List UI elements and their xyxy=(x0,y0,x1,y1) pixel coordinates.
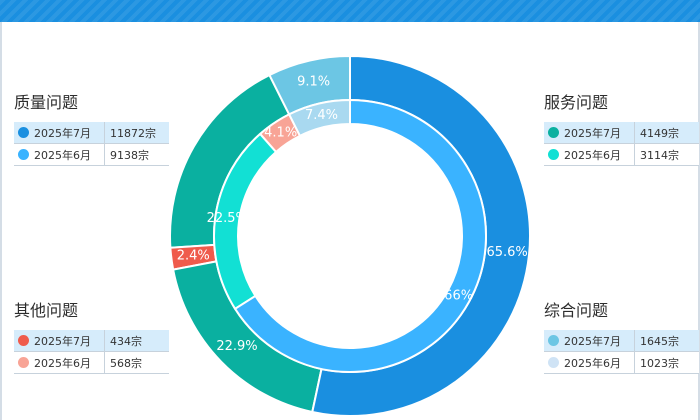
slice-label-outer-3: 22.9% xyxy=(216,339,257,354)
slice-label-outer-0: 9.1% xyxy=(297,75,330,90)
legend-quality: 质量问题 2025年7月 11872宗 2025年6月 9138宗 xyxy=(14,92,169,166)
slice-inner-1 xyxy=(258,113,302,154)
slice-label-inner-3: 66% xyxy=(444,288,473,303)
legend-row: 2025年7月 434宗 xyxy=(14,330,169,352)
header-bar xyxy=(0,0,700,22)
legend-row: 2025年6月 3114宗 xyxy=(544,143,699,166)
slice-label-inner-2: 22.5% xyxy=(207,211,248,226)
legend-title: 其他问题 xyxy=(14,301,79,320)
legend-swatch xyxy=(548,334,559,346)
legend-swatch xyxy=(548,126,559,138)
legend-other: 其他问题 2025年7月 434宗 2025年6月 568宗 xyxy=(14,300,169,374)
legend-swatch xyxy=(548,148,559,160)
legend-title: 综合问题 xyxy=(544,301,609,320)
legend-value: 3114宗 xyxy=(634,143,699,166)
legend-value: 434宗 xyxy=(104,330,169,352)
slice-label-outer-2: 2.4% xyxy=(177,248,210,263)
legend-swatch xyxy=(18,148,29,160)
slice-label-inner-0: 7.4% xyxy=(305,108,338,123)
legend-table: 2025年7月 1645宗 2025年6月 1023宗 xyxy=(544,330,699,374)
legend-row: 2025年7月 1645宗 xyxy=(544,330,699,352)
legend-swatch xyxy=(18,356,29,368)
legend-table: 2025年7月 4149宗 2025年6月 3114宗 xyxy=(544,122,699,166)
legend-table: 2025年7月 11872宗 2025年6月 9138宗 xyxy=(14,122,169,166)
legend-value: 4149宗 xyxy=(634,122,699,144)
frame-border-right xyxy=(698,22,700,420)
legend-row: 2025年6月 9138宗 xyxy=(14,143,169,166)
legend-row: 2025年6月 568宗 xyxy=(14,351,169,374)
legend-period: 2025年7月 xyxy=(34,334,91,348)
slice-label-inner-1: 4.1% xyxy=(264,126,297,141)
legend-title: 质量问题 xyxy=(14,93,79,112)
slice-label-outer-4: 65.6% xyxy=(486,245,527,260)
legend-swatch xyxy=(18,334,29,346)
legend-period: 2025年6月 xyxy=(564,148,621,162)
legend-table: 2025年7月 434宗 2025年6月 568宗 xyxy=(14,330,169,374)
legend-value: 1645宗 xyxy=(634,330,699,352)
legend-service: 服务问题 2025年7月 4149宗 2025年6月 3114宗 xyxy=(544,92,699,166)
legend-period: 2025年7月 xyxy=(564,334,621,348)
slice-inner-3 xyxy=(233,98,487,373)
slice-inner-2 xyxy=(213,132,278,311)
legend-value: 1023宗 xyxy=(634,351,699,374)
legend-title: 服务问题 xyxy=(544,93,609,112)
legend-swatch xyxy=(548,356,559,368)
legend-row: 2025年7月 11872宗 xyxy=(14,122,169,144)
legend-row: 2025年7月 4149宗 xyxy=(544,122,699,144)
legend-period: 2025年7月 xyxy=(34,126,91,140)
frame-border-left xyxy=(0,22,2,420)
legend-row: 2025年6月 1023宗 xyxy=(544,351,699,374)
legend-period: 2025年7月 xyxy=(564,126,621,140)
legend-value: 568宗 xyxy=(104,351,169,374)
legend-general: 综合问题 2025年7月 1645宗 2025年6月 1023宗 xyxy=(544,300,699,374)
legend-swatch xyxy=(18,126,29,138)
legend-value: 9138宗 xyxy=(104,143,169,166)
legend-period: 2025年6月 xyxy=(34,148,91,162)
legend-period: 2025年6月 xyxy=(564,356,621,370)
legend-period: 2025年6月 xyxy=(34,356,91,370)
legend-value: 11872宗 xyxy=(104,122,169,144)
